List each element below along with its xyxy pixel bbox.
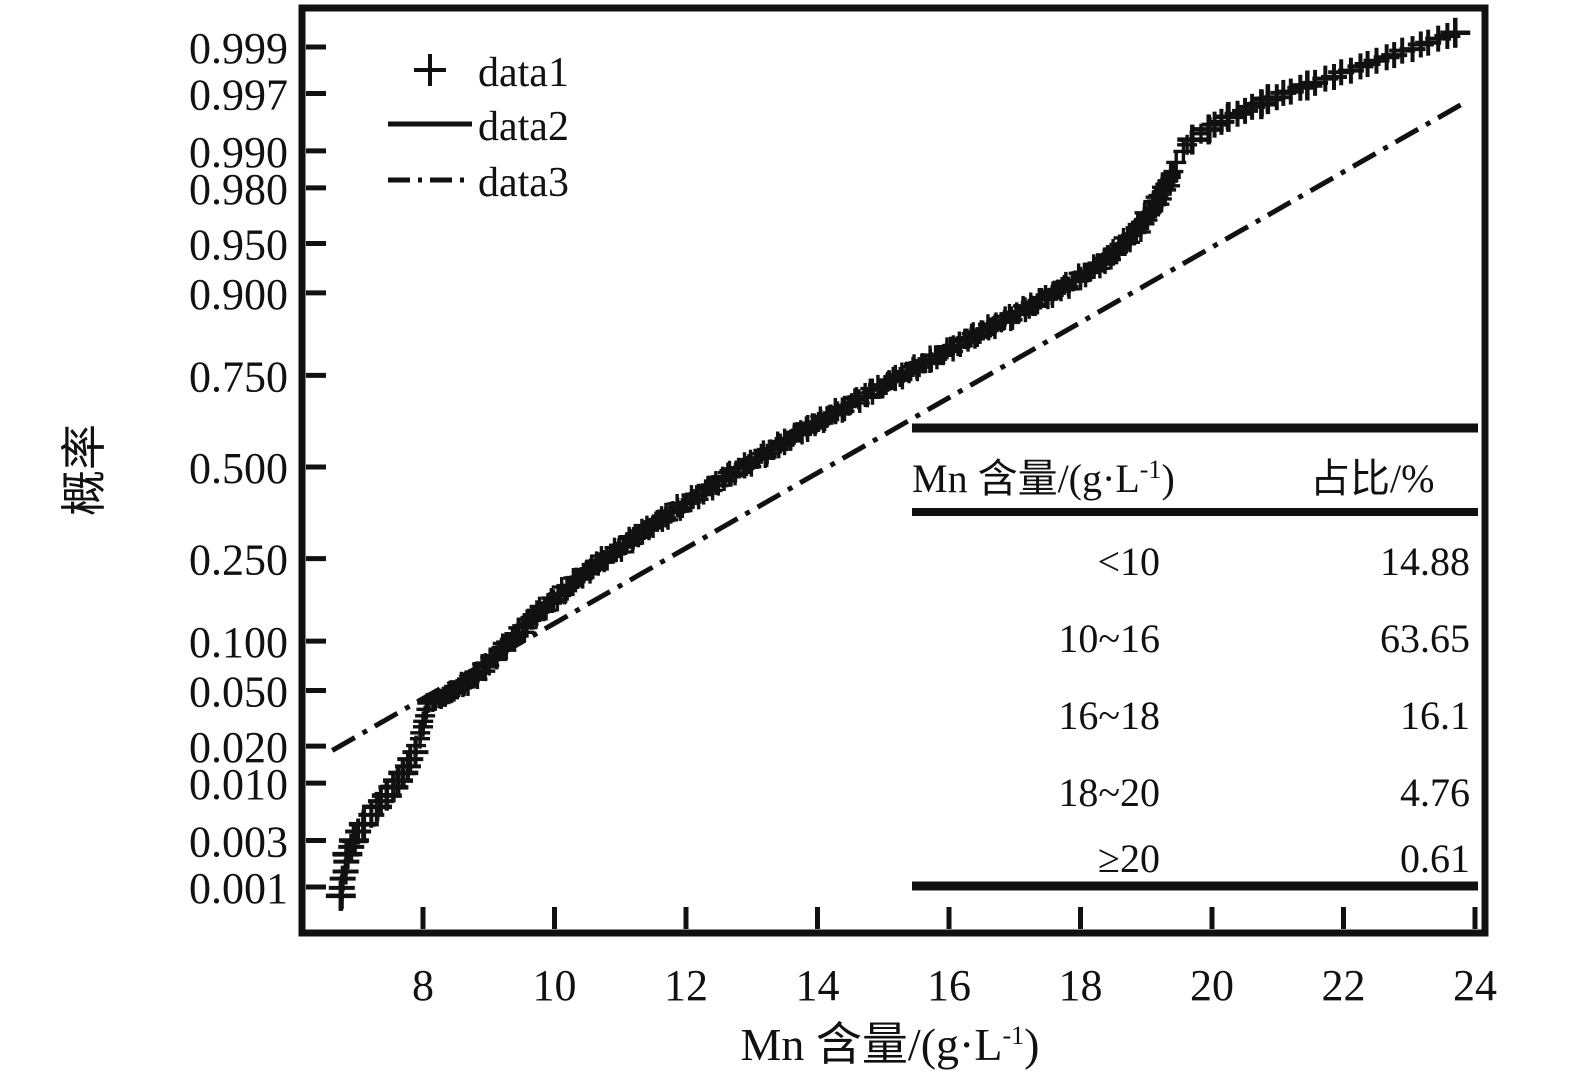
data-point-marker — [1440, 17, 1471, 48]
plot-frame — [298, 4, 1489, 937]
data-point-marker — [1163, 161, 1184, 182]
table-cell-percent: 4.76 — [1400, 770, 1470, 815]
y-tick-label: 0.750 — [189, 352, 288, 401]
inset-table: Mn 含量/(g·L-1) 占比/% <10 14.88 10~16 63.65 16~… — [912, 423, 1478, 891]
legend-label-data3: data3 — [478, 160, 569, 206]
table-cell-percent: 0.61 — [1400, 836, 1470, 881]
data-point-marker — [1193, 114, 1224, 145]
data-point-marker — [1213, 101, 1244, 132]
table-cell-range: 18~20 — [1058, 770, 1160, 815]
data3-reference-line — [331, 102, 1464, 753]
x-tick-label: 22 — [1322, 961, 1366, 1010]
y-axis-ticks — [306, 44, 326, 890]
y-tick-label: 0.900 — [189, 270, 288, 319]
y-tick-label: 0.990 — [189, 128, 288, 177]
table-cell-range: 10~16 — [1058, 616, 1160, 661]
table-cell-percent: 16.1 — [1400, 693, 1470, 738]
y-tick-label: 0.980 — [189, 165, 288, 214]
data-point-marker — [1160, 163, 1181, 184]
x-tick-label: 24 — [1453, 961, 1497, 1010]
data-point-marker — [332, 839, 363, 870]
data-point-marker — [348, 809, 379, 840]
x-axis-title: Mn 含量/(g·L-1) — [741, 1019, 1040, 1070]
y-tick-label: 0.250 — [189, 536, 288, 585]
x-tick-label: 8 — [412, 961, 434, 1010]
table-header-left: Mn 含量/(g·L-1) — [912, 455, 1175, 501]
table-cell-range: ≥20 — [1098, 836, 1160, 881]
x-tick-label: 14 — [796, 961, 840, 1010]
y-tick-label: 0.010 — [189, 760, 288, 809]
y-tick-label: 0.020 — [189, 723, 288, 772]
data-point-marker — [325, 880, 356, 911]
x-tick-label: 18 — [1059, 961, 1103, 1010]
x-tick-label: 16 — [927, 961, 971, 1010]
y-tick-label: 0.500 — [189, 444, 288, 493]
table-body: <10 14.88 10~16 63.65 16~18 16.1 18~20 4.76 ≥20 0… — [1058, 539, 1470, 881]
y-axis-title: 概率 — [59, 424, 110, 516]
table-cell-range: 16~18 — [1058, 693, 1160, 738]
data-point-marker — [1292, 70, 1323, 101]
data-point-marker — [1252, 84, 1283, 115]
x-axis-tick-labels: 8 10 12 14 16 18 20 22 24 — [412, 961, 1497, 1010]
reference-line-data3 — [331, 102, 1464, 753]
y-tick-label: 0.050 — [189, 668, 288, 717]
table-header-right: 占比/% — [1310, 456, 1434, 501]
x-axis-ticks — [420, 907, 1478, 929]
y-tick-label: 0.999 — [189, 24, 288, 73]
legend-label-data1: data1 — [478, 50, 569, 96]
data-point-marker — [1166, 152, 1187, 173]
data-point-marker — [388, 757, 419, 788]
data-point-marker — [367, 788, 394, 815]
y-tick-label: 0.003 — [189, 817, 288, 866]
y-tick-label: 0.001 — [189, 864, 288, 913]
table-cell-range: <10 — [1097, 539, 1160, 584]
data-point-marker — [1177, 124, 1208, 155]
y-tick-label: 0.997 — [189, 71, 288, 120]
data-point-marker — [338, 825, 369, 856]
data-point-marker — [1246, 89, 1277, 120]
y-tick-label: 0.100 — [189, 618, 288, 667]
y-tick-label: 0.950 — [189, 220, 288, 269]
legend-label-data2: data2 — [478, 104, 569, 150]
x-tick-label: 20 — [1190, 961, 1234, 1010]
table-cell-percent: 63.65 — [1380, 616, 1470, 661]
x-tick-label: 10 — [533, 961, 577, 1010]
legend: data1 data2 data3 — [388, 50, 569, 206]
data1-scatter-points — [325, 17, 1471, 911]
x-tick-label: 12 — [664, 961, 708, 1010]
legend-marker-data1 — [414, 54, 446, 86]
table-cell-percent: 14.88 — [1380, 539, 1470, 584]
